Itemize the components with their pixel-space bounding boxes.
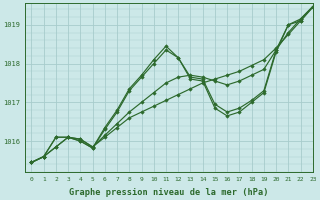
X-axis label: Graphe pression niveau de la mer (hPa): Graphe pression niveau de la mer (hPa) xyxy=(69,188,269,197)
